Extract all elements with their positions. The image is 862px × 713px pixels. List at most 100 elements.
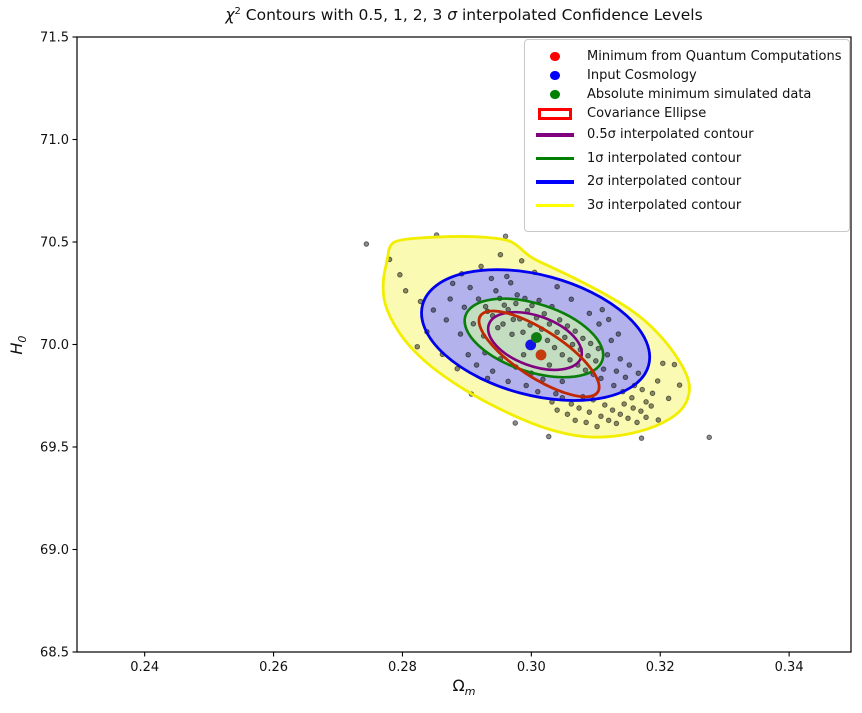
scatter-point	[600, 366, 607, 372]
chart-title: χ2 Contours with 0.5, 1, 2, 3 σ interpol…	[77, 6, 851, 24]
legend-item-input-cosmology: Input Cosmology	[531, 66, 845, 85]
legend-item-1-sigma-contour: 1σ interpolated contour	[531, 147, 845, 171]
scatter-point	[604, 352, 611, 358]
purple-line-marker	[536, 133, 574, 137]
scatter-point	[582, 367, 589, 373]
scatter-point	[580, 335, 586, 342]
scatter-point	[639, 386, 645, 393]
scatter-point	[583, 419, 589, 426]
scatter-point	[655, 417, 662, 423]
legend-label: 0.5σ interpolated contour	[587, 127, 754, 143]
scatter-point	[467, 284, 473, 291]
scatter-point	[523, 382, 529, 389]
scatter-point	[443, 317, 450, 323]
scatter-point	[587, 340, 594, 347]
scatter-point	[449, 280, 456, 287]
scatter-point	[447, 296, 453, 302]
scatter-point	[554, 329, 560, 335]
scatter-point	[613, 368, 620, 374]
x-label-omega: Ω	[452, 676, 465, 695]
scatter-point	[504, 273, 510, 280]
scatter-point	[518, 258, 525, 264]
scatter-point	[509, 331, 515, 338]
scatter-point	[643, 414, 649, 421]
scatter-point	[461, 304, 468, 310]
scatter-point	[520, 329, 526, 335]
scatter-point	[495, 324, 501, 331]
legend-label: Input Cosmology	[587, 68, 697, 83]
scatter-point	[609, 407, 616, 413]
scatter-point	[502, 233, 509, 240]
chi-exponent: 2	[234, 6, 241, 17]
scatter-point	[622, 374, 629, 381]
scatter-point	[559, 352, 566, 358]
scatter-point	[430, 307, 437, 313]
sigma-symbol: σ	[447, 6, 458, 25]
scatter-point	[567, 357, 573, 363]
scatter-point	[363, 241, 370, 247]
green-dot-marker	[550, 89, 560, 100]
red-dot-marker	[550, 51, 560, 62]
x-axis-label: Ωm	[77, 676, 851, 698]
covariance-ellipse	[477, 309, 601, 399]
scatter-point	[553, 390, 559, 397]
scatter-point	[489, 368, 496, 374]
key-point-1	[525, 339, 537, 351]
scatter-point	[605, 417, 612, 424]
scatter-point	[586, 310, 593, 317]
scatter-point	[465, 352, 471, 358]
x-tick-label: 0.34	[775, 660, 804, 675]
green-line-marker	[536, 156, 574, 160]
scatter-point	[630, 405, 636, 411]
scatter-point	[626, 362, 633, 368]
scatter-point	[665, 395, 672, 402]
scatter-point	[457, 331, 464, 337]
scatter-point	[598, 413, 604, 420]
blue-line-marker	[536, 180, 574, 184]
scatter-point	[613, 420, 620, 427]
scatter-point	[493, 288, 499, 294]
scatter-point	[593, 358, 599, 364]
legend-label: 3σ interpolated contour	[587, 197, 742, 213]
scatter-point	[564, 411, 571, 417]
scatter-point	[505, 378, 511, 385]
y-tick-label: 71.0	[40, 133, 69, 148]
scatter-point	[475, 296, 482, 302]
scatter-point	[513, 300, 519, 307]
y-axis-label: H0	[7, 321, 29, 369]
scatter-point	[562, 334, 568, 341]
legend-label: 2σ interpolated contour	[587, 174, 742, 190]
x-tick-label: 0.32	[646, 660, 675, 675]
y-tick-label: 69.0	[40, 543, 69, 558]
scatter-point	[535, 388, 541, 395]
scatter-point	[544, 337, 551, 344]
scatter-point	[599, 306, 605, 313]
scatter-point	[541, 311, 547, 317]
scatter-point	[512, 420, 518, 426]
legend-item-quantum-minimum: Minimum from Quantum Computations	[531, 47, 845, 66]
legend-item-3-sigma-contour: 3σ interpolated contour	[531, 194, 845, 218]
scatter-point	[598, 375, 604, 382]
scatter-point	[671, 361, 678, 368]
scatter-point	[649, 390, 656, 397]
x-tick-label: 0.28	[388, 660, 417, 675]
scatter-point	[638, 408, 644, 414]
legend-label: Covariance Ellipse	[587, 106, 707, 121]
scatter-point	[595, 345, 602, 352]
legend-label: 1σ interpolated contour	[587, 150, 742, 166]
scatter-point	[529, 302, 535, 309]
legend-item-covariance-ellipse: Covariance Ellipse	[531, 104, 845, 123]
y-tick-label: 70.0	[40, 338, 69, 353]
scatter-point	[501, 302, 508, 308]
scatter-point	[551, 344, 558, 351]
scatter-point	[635, 370, 642, 376]
scatter-point	[643, 399, 649, 405]
scatter-point	[596, 321, 602, 327]
scatter-point	[572, 328, 578, 334]
scatter-point	[629, 395, 635, 401]
y-tick-label: 69.5	[40, 441, 69, 456]
x-tick-label: 0.24	[130, 660, 159, 675]
legend-item-0-5-sigma-contour: 0.5σ interpolated contour	[531, 123, 845, 147]
